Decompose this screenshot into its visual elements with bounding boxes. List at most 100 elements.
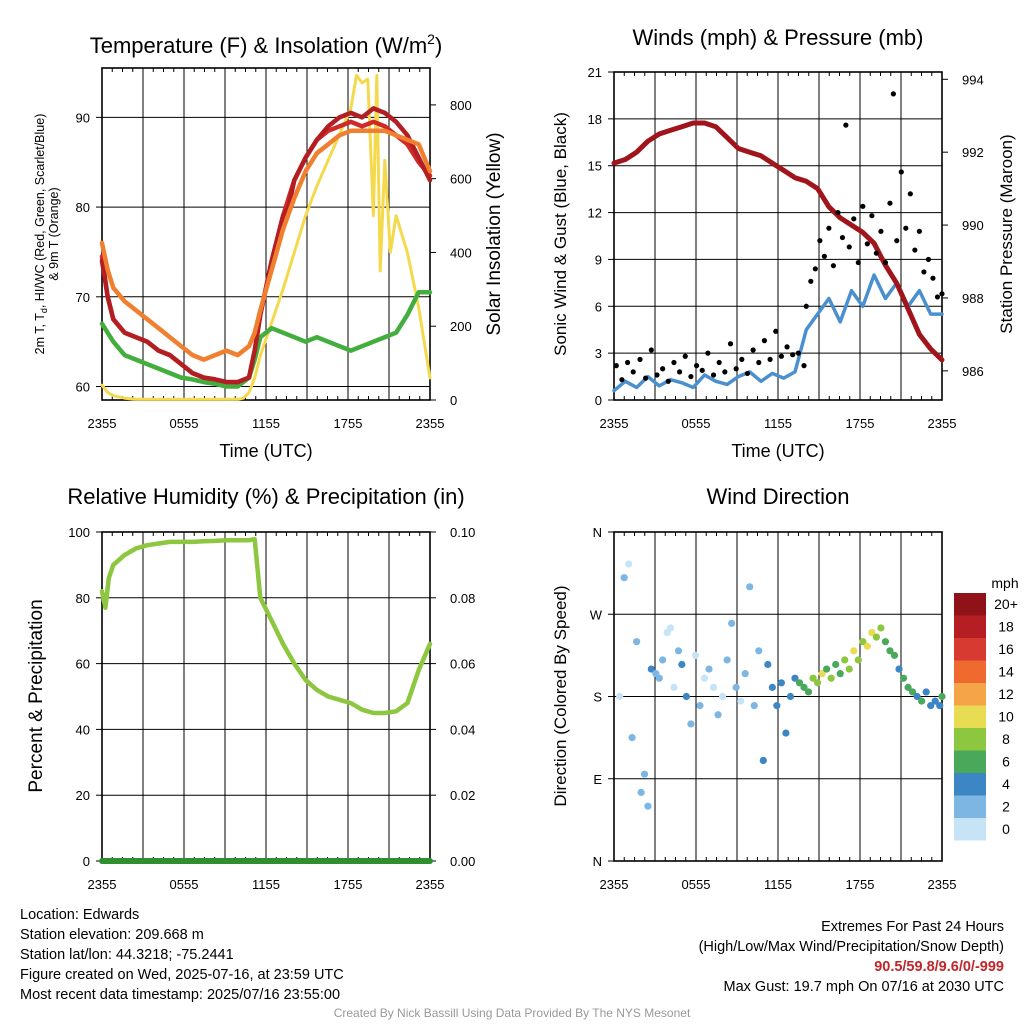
legend-label: 10 <box>998 709 1014 725</box>
direction-point <box>620 574 628 582</box>
direction-point <box>800 683 808 691</box>
direction-point <box>936 702 944 710</box>
gust-point <box>710 372 717 378</box>
direction-point <box>890 651 899 659</box>
gust-point <box>821 253 827 259</box>
temp-panel: 60 70 80 90 0 200 400 600 800 2355 0555 1155 1755 235… <box>33 31 505 461</box>
gust-point <box>784 344 790 350</box>
gust-point <box>643 375 649 381</box>
dir-xtick-label: 2355 <box>928 877 957 892</box>
gust-point <box>843 122 849 128</box>
temp-ytick-label: 60 <box>76 380 90 395</box>
wind-ytick-right-label: 994 <box>962 72 984 87</box>
gust-point <box>860 203 866 209</box>
gust-point <box>665 378 671 384</box>
gust-point <box>671 359 677 366</box>
temp-xtick-label: 1755 <box>334 416 363 431</box>
wind-ylabel-left: Sonic Wind & Gust (Blue, Black) <box>551 112 570 356</box>
gust-point <box>830 263 837 269</box>
rh-title: Relative Humidity (%) & Precipitation (i… <box>67 484 464 509</box>
gust-point <box>855 259 861 266</box>
gust-point <box>851 216 857 222</box>
gust-point <box>812 266 818 272</box>
rh-ytick-right-label: 0.02 <box>450 788 475 803</box>
direction-point <box>823 665 831 673</box>
temp-series-line-1 <box>99 290 433 389</box>
legend-swatch <box>954 728 986 751</box>
location-text: Location: Edwards <box>20 907 140 923</box>
rh-series-line <box>99 536 433 716</box>
direction-point <box>859 638 867 646</box>
direction-point <box>647 665 655 673</box>
temp-ytick-label: 70 <box>76 290 90 305</box>
rh-ytick-label: 80 <box>76 591 90 606</box>
gust-point <box>682 353 688 359</box>
pressure-line <box>611 120 945 363</box>
extremes-values: 90.5/59.8/9.6/0/-999 <box>874 959 1004 975</box>
wind-title: Winds (mph) & Pressure (mb) <box>633 25 924 50</box>
gust-point <box>761 338 768 344</box>
wind-ytick-right-label: 988 <box>962 291 984 306</box>
direction-point <box>827 674 835 682</box>
temp-ylabel-right: Solar Insolation (Yellow) <box>484 132 505 335</box>
rh-ytick-label: 20 <box>76 788 90 803</box>
direction-point <box>782 729 790 737</box>
direction-point <box>640 770 649 778</box>
legend-label: 6 <box>1002 754 1010 770</box>
direction-point <box>908 688 917 696</box>
temp-ylabel-line2: & 9m T (Orange) <box>47 187 61 280</box>
direction-point <box>705 665 713 673</box>
temp-xtick-label: 2355 <box>88 416 117 431</box>
direction-point <box>709 683 718 691</box>
gust-point <box>808 278 814 284</box>
gust-point <box>930 275 936 281</box>
speed-legend: mph 20+ 18 16 14 12 10 8 6 4 2 0 <box>954 575 1019 841</box>
temp-ytick-right-label: 0 <box>450 393 457 408</box>
rh-xtick-label: 2355 <box>416 877 445 892</box>
direction-point <box>927 702 935 710</box>
station-info: Location: Edwards Station elevation: 209… <box>20 905 344 1005</box>
temp-ytick-right-label: 600 <box>450 172 472 187</box>
direction-point <box>728 619 736 627</box>
gust-point <box>739 356 745 362</box>
direction-point <box>678 660 686 669</box>
direction-point <box>922 688 930 696</box>
wind-ytick-label: 15 <box>588 159 602 174</box>
dir-ytick-label: N <box>593 525 602 540</box>
dir-panel: N E S W N 2355 0555 1155 1755 2355 Wind Direction D… <box>551 484 1019 892</box>
gust-point <box>699 367 705 373</box>
elevation-text: Station elevation: 209.668 m <box>20 927 204 943</box>
extremes-title: Extremes For Past 24 Hours <box>821 919 1004 935</box>
rh-ytick-right-label: 0.00 <box>450 854 475 869</box>
rh-ytick-right-label: 0.06 <box>450 657 475 672</box>
gust-point <box>801 363 807 369</box>
temp-series-line-3 <box>99 128 433 362</box>
legend-label: 12 <box>998 686 1014 702</box>
gust-point <box>637 356 643 362</box>
rh-ylabel-left: Percent & Precipitation <box>26 599 47 792</box>
wind-ytick-label: 18 <box>588 112 602 127</box>
gust-point <box>907 191 913 197</box>
gust-point <box>903 225 909 231</box>
gust-point <box>705 350 711 356</box>
wind-xlabel: Time (UTC) <box>731 441 824 461</box>
dir-ytick-label: S <box>593 690 602 705</box>
gust-point <box>839 234 846 241</box>
rh-ytick-label: 0 <box>83 854 90 869</box>
gust-point <box>630 369 636 375</box>
gust-point <box>869 213 875 219</box>
temp-ylabel-line1: 2m T, Td, HI/WC (Red, Green, Scarlet/Blu… <box>33 114 49 355</box>
gust-point <box>887 200 893 206</box>
wind-ytick-label: 6 <box>595 299 602 314</box>
direction-point <box>628 734 636 742</box>
direction-point <box>795 679 804 687</box>
gust-point <box>790 352 796 358</box>
direction-point <box>786 692 795 701</box>
gust-point <box>722 369 728 375</box>
wind-xtick-label: 1755 <box>846 416 875 431</box>
direction-point <box>832 660 840 669</box>
legend-label: 18 <box>998 619 1014 635</box>
wind-xtick-label: 2355 <box>928 416 957 431</box>
gust-point <box>693 363 700 369</box>
rh-ytick-right-label: 0.10 <box>450 525 475 540</box>
